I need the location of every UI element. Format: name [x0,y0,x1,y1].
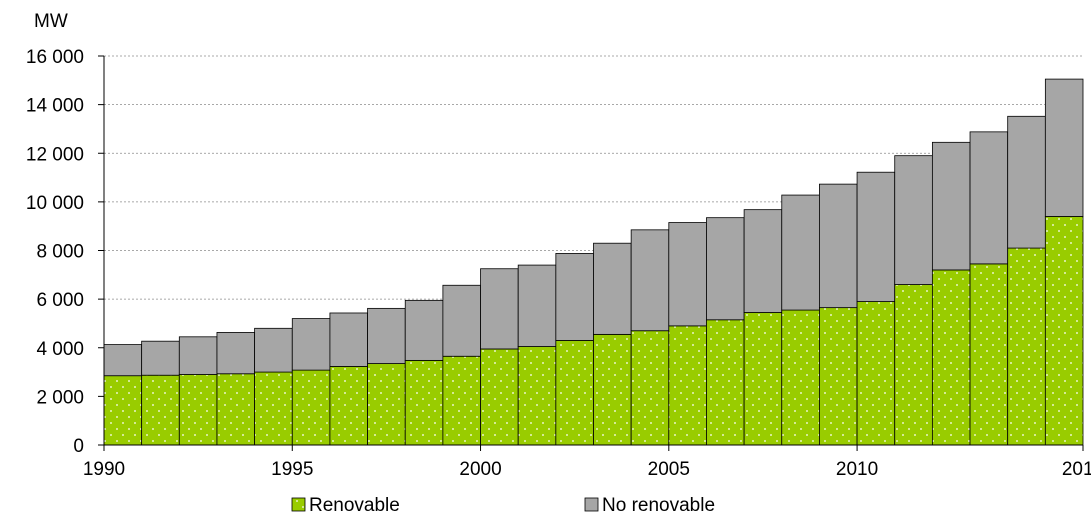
bar-no-renovable [330,313,368,366]
legend-swatch-renovable [292,498,305,511]
bar-no-renovable [594,243,632,334]
bars [104,79,1083,445]
bar-renovable [857,302,895,445]
bar-no-renovable [443,285,481,356]
bar-no-renovable [970,132,1008,264]
bar-renovable [443,356,481,445]
y-tick-label: 0 [73,436,84,457]
bar-renovable [217,374,255,445]
bar-renovable [631,331,669,445]
y-tick-label: 4 000 [36,339,84,360]
bar-renovable [255,372,293,445]
bar-no-renovable [744,210,782,313]
legend-swatch-no-renovable [585,498,598,511]
y-tick-label: 12 000 [26,144,84,165]
bar-no-renovable [217,332,255,373]
bar-no-renovable [1045,79,1083,216]
bar-renovable [330,366,368,445]
bar-no-renovable [405,300,443,360]
bar-no-renovable [857,172,895,301]
bar-no-renovable [518,265,556,346]
bar-renovable [1008,248,1046,445]
x-tick-label: 2015 [1062,459,1091,480]
bar-renovable [481,349,519,445]
bar-renovable [142,375,180,445]
bar-renovable [594,334,632,445]
bar-renovable [1045,216,1083,445]
bar-no-renovable [481,269,519,349]
y-axis-unit-label: MW [34,11,68,32]
bar-no-renovable [669,223,707,326]
bar-no-renovable [895,156,933,285]
bar-no-renovable [932,142,970,270]
bar-renovable [782,310,820,445]
y-tick-label: 6 000 [36,290,84,311]
bar-no-renovable [1008,116,1046,248]
y-tick-label: 8 000 [36,242,84,263]
bar-no-renovable [368,308,406,363]
bar-renovable [292,370,330,445]
bar-renovable [932,270,970,445]
x-tick-label: 2005 [648,459,690,480]
bar-no-renovable [292,319,330,371]
bar-no-renovable [255,328,293,372]
bar-renovable [895,285,933,445]
bar-no-renovable [179,337,217,375]
bar-no-renovable [104,345,142,376]
x-tick-label: 2000 [459,459,501,480]
bar-no-renovable [819,184,857,308]
x-axis-tick-labels: 1990 1995 2000 2005 2010 2015 [83,445,1091,480]
x-tick-label: 2010 [836,459,878,480]
bar-renovable [104,376,142,445]
y-tick-label: 10 000 [26,193,84,214]
y-tick-label: 14 000 [26,96,84,117]
bar-renovable [556,340,594,445]
bar-renovable [179,374,217,445]
x-tick-label: 1995 [271,459,313,480]
legend-label-renovable: Renovable [309,495,400,516]
legend-label-no-renovable: No renovable [602,495,715,516]
legend: Renovable No renovable [292,495,715,516]
y-axis-tick-labels: 0 2 000 4 000 6 000 8 000 10 000 12 000 14 000 1… [26,47,104,457]
bar-no-renovable [631,230,669,331]
bar-no-renovable [782,195,820,310]
x-tick-label: 1990 [83,459,125,480]
bar-renovable [819,308,857,445]
bar-no-renovable [706,218,744,320]
bar-renovable [518,347,556,445]
bar-renovable [970,264,1008,445]
bar-renovable [706,320,744,445]
bar-no-renovable [142,341,180,375]
y-tick-label: 16 000 [26,47,84,68]
bar-renovable [744,312,782,445]
bar-renovable [405,360,443,445]
y-tick-label: 2 000 [36,387,84,408]
bar-renovable [368,364,406,445]
bar-renovable [669,326,707,445]
bar-no-renovable [556,253,594,340]
